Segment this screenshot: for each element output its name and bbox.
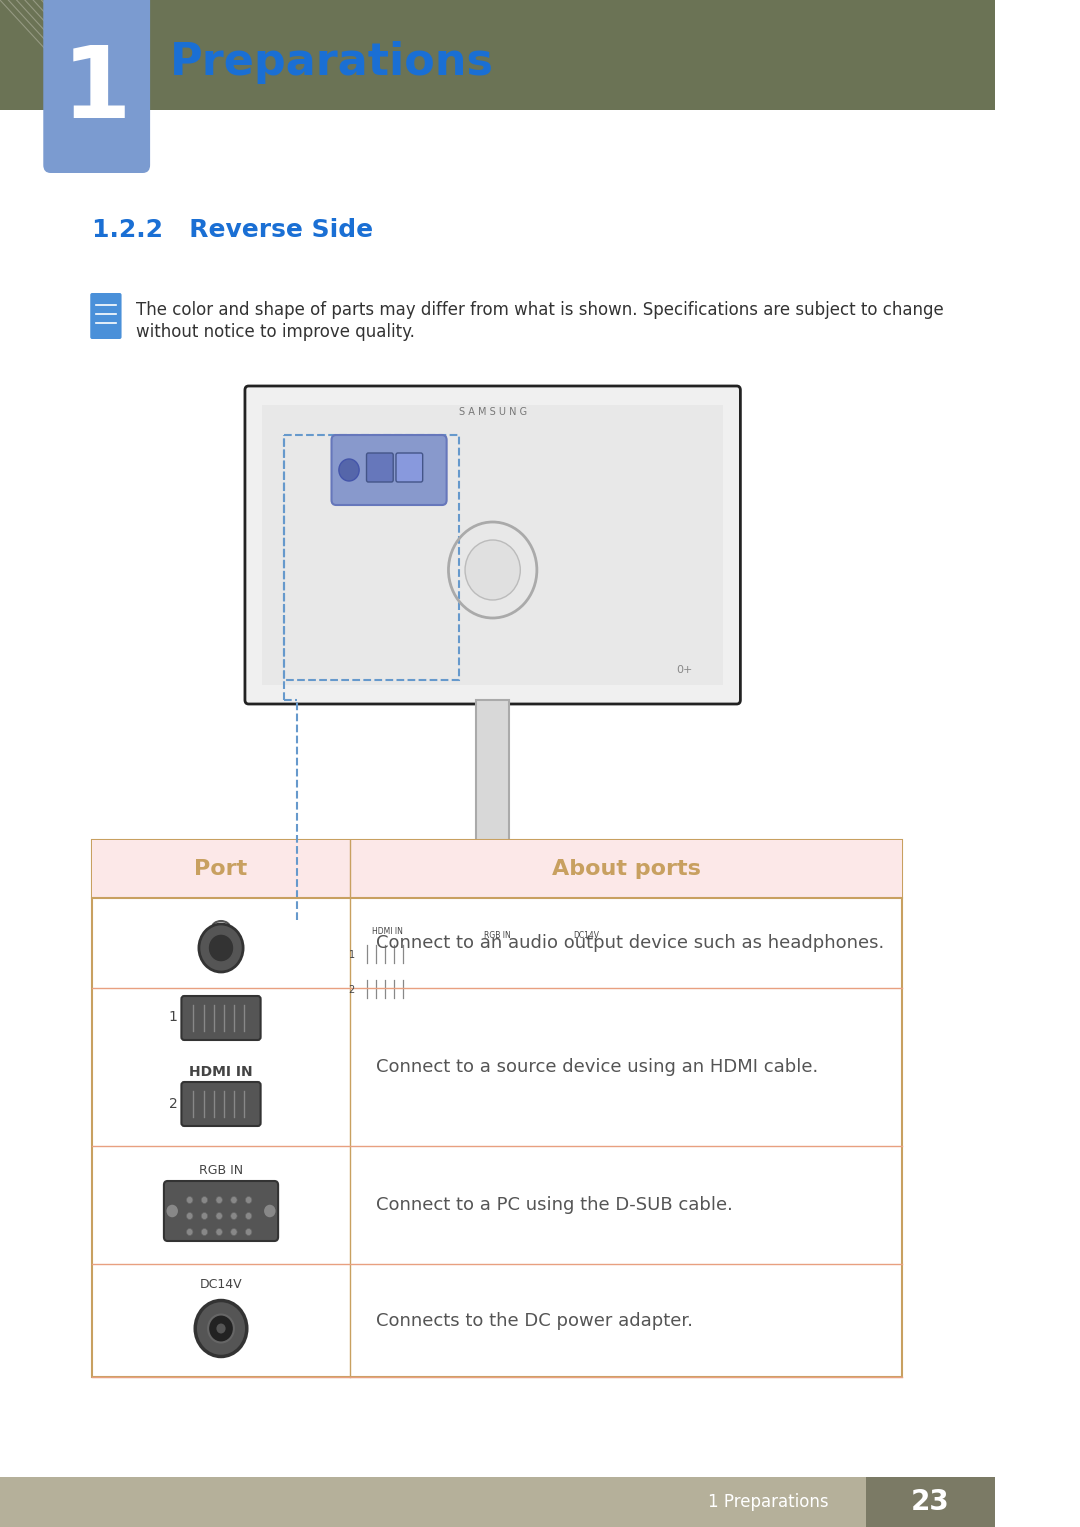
Text: HDMI IN: HDMI IN — [373, 927, 403, 936]
Circle shape — [469, 967, 476, 974]
FancyBboxPatch shape — [396, 454, 422, 483]
Circle shape — [578, 964, 595, 982]
Text: Connect to a source device using an HDMI cable.: Connect to a source device using an HDMI… — [376, 1058, 818, 1077]
FancyBboxPatch shape — [91, 293, 122, 339]
FancyBboxPatch shape — [43, 0, 150, 173]
Bar — [476, 699, 510, 855]
FancyBboxPatch shape — [92, 840, 903, 1377]
FancyBboxPatch shape — [366, 454, 393, 483]
Circle shape — [339, 460, 360, 481]
Circle shape — [494, 960, 498, 965]
Circle shape — [484, 986, 488, 991]
FancyBboxPatch shape — [866, 1477, 995, 1527]
FancyBboxPatch shape — [181, 996, 260, 1040]
Circle shape — [231, 1197, 238, 1203]
Text: 1: 1 — [62, 43, 132, 139]
Text: DC14V: DC14V — [573, 931, 599, 941]
Circle shape — [187, 1197, 193, 1203]
FancyBboxPatch shape — [467, 947, 529, 996]
FancyBboxPatch shape — [164, 1180, 279, 1241]
Circle shape — [216, 1197, 222, 1203]
Text: About ports: About ports — [552, 860, 701, 880]
Text: The color and shape of parts may differ from what is shown. Specifications are s: The color and shape of parts may differ … — [136, 301, 944, 319]
Circle shape — [231, 1212, 238, 1220]
Text: Preparations: Preparations — [171, 41, 495, 84]
Circle shape — [484, 973, 488, 977]
Circle shape — [568, 953, 605, 993]
FancyBboxPatch shape — [92, 840, 903, 898]
Text: 1: 1 — [168, 1009, 177, 1025]
Circle shape — [216, 1229, 222, 1235]
Circle shape — [201, 1197, 207, 1203]
Circle shape — [512, 960, 516, 965]
Circle shape — [502, 973, 507, 977]
Circle shape — [165, 1203, 178, 1219]
Circle shape — [475, 973, 480, 977]
Text: without notice to improve quality.: without notice to improve quality. — [136, 324, 415, 341]
Circle shape — [199, 924, 243, 973]
Text: 2: 2 — [168, 1096, 177, 1112]
Text: Connect to an audio output device such as headphones.: Connect to an audio output device such a… — [376, 935, 883, 951]
Circle shape — [216, 1212, 222, 1220]
FancyBboxPatch shape — [357, 973, 418, 1006]
Text: Connect to a PC using the D-SUB cable.: Connect to a PC using the D-SUB cable. — [376, 1196, 732, 1214]
Text: 1 Preparations: 1 Preparations — [708, 1493, 828, 1512]
Circle shape — [502, 960, 507, 965]
Circle shape — [264, 1203, 276, 1219]
FancyBboxPatch shape — [382, 851, 603, 915]
Circle shape — [231, 1229, 238, 1235]
Circle shape — [484, 960, 488, 965]
Text: 2: 2 — [349, 985, 355, 996]
Text: 1: 1 — [349, 950, 355, 960]
Text: 1.2.2   Reverse Side: 1.2.2 Reverse Side — [92, 218, 374, 241]
Circle shape — [245, 1197, 252, 1203]
Circle shape — [521, 967, 528, 974]
Circle shape — [201, 1229, 207, 1235]
FancyBboxPatch shape — [245, 386, 741, 704]
Text: S A M S U N G: S A M S U N G — [459, 408, 527, 417]
Circle shape — [494, 973, 498, 977]
Circle shape — [286, 956, 315, 988]
FancyBboxPatch shape — [0, 1477, 995, 1527]
Circle shape — [512, 973, 516, 977]
Circle shape — [201, 1212, 207, 1220]
Text: 23: 23 — [910, 1487, 949, 1516]
Circle shape — [245, 1229, 252, 1235]
FancyBboxPatch shape — [332, 435, 447, 505]
Circle shape — [465, 541, 521, 600]
Circle shape — [216, 1324, 226, 1333]
Text: Connects to the DC power adapter.: Connects to the DC power adapter. — [376, 1312, 692, 1330]
Circle shape — [208, 935, 234, 962]
Circle shape — [475, 986, 480, 991]
Circle shape — [494, 986, 498, 991]
FancyBboxPatch shape — [181, 1083, 260, 1125]
Circle shape — [187, 1229, 193, 1235]
Text: HDMI IN: HDMI IN — [189, 1064, 253, 1080]
FancyBboxPatch shape — [0, 0, 995, 110]
Circle shape — [208, 1315, 234, 1342]
FancyBboxPatch shape — [253, 910, 730, 1035]
Circle shape — [195, 1301, 247, 1356]
Circle shape — [293, 964, 309, 982]
Circle shape — [512, 986, 516, 991]
Text: RGB IN: RGB IN — [199, 1165, 243, 1177]
Text: RGB IN: RGB IN — [484, 931, 511, 941]
Text: 0+: 0+ — [676, 664, 692, 675]
Circle shape — [187, 1212, 193, 1220]
Circle shape — [245, 1212, 252, 1220]
Circle shape — [502, 986, 507, 991]
FancyBboxPatch shape — [262, 405, 723, 686]
Circle shape — [475, 960, 480, 965]
FancyBboxPatch shape — [357, 938, 418, 973]
Text: DC14V: DC14V — [200, 1278, 242, 1290]
Text: Port: Port — [194, 860, 247, 880]
